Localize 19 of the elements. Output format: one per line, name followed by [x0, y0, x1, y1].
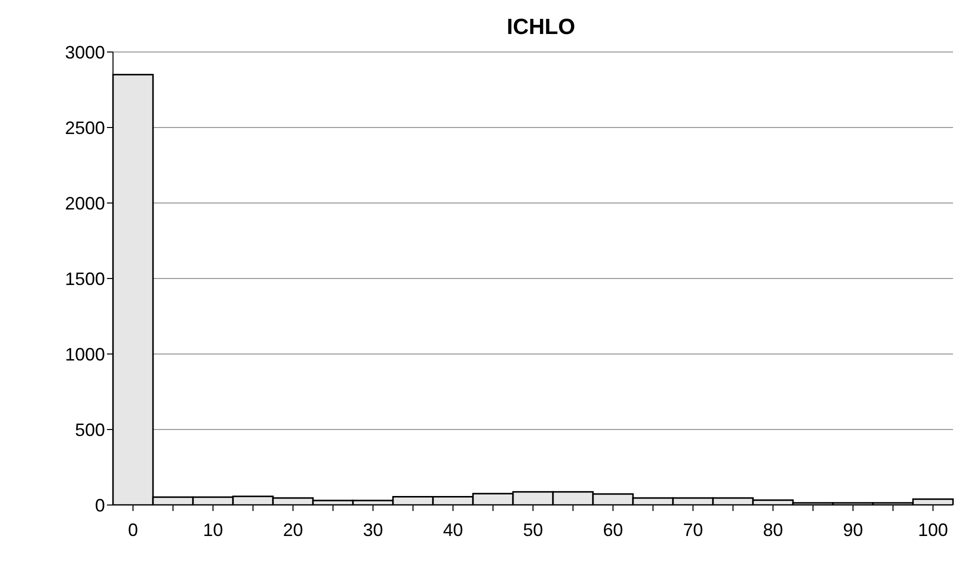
- y-tick-label: 1500: [64, 268, 105, 289]
- x-tick-label: 40: [442, 520, 464, 540]
- x-tick-label: 70: [682, 520, 704, 540]
- x-tick-label: 0: [128, 520, 138, 540]
- x-tick-label: 60: [602, 520, 624, 540]
- y-tick-label: 2000: [64, 193, 105, 214]
- x-tick-label: 30: [362, 520, 384, 540]
- chart-title: ICHLO: [506, 14, 576, 40]
- x-tick-label: 80: [762, 520, 784, 540]
- y-tick-label: 0: [94, 495, 105, 516]
- y-tick-label: 2500: [64, 118, 105, 138]
- x-tick-label: 10: [202, 520, 224, 540]
- x-tick-label: 100: [918, 520, 948, 540]
- y-tick-label: 3000: [64, 42, 105, 62]
- x-tick-label: 90: [842, 520, 864, 540]
- y-tick-label: 500: [74, 420, 105, 440]
- x-tick-label: 50: [522, 520, 544, 540]
- x-tick-label: 20: [282, 520, 304, 540]
- y-tick-label: 1000: [64, 344, 105, 364]
